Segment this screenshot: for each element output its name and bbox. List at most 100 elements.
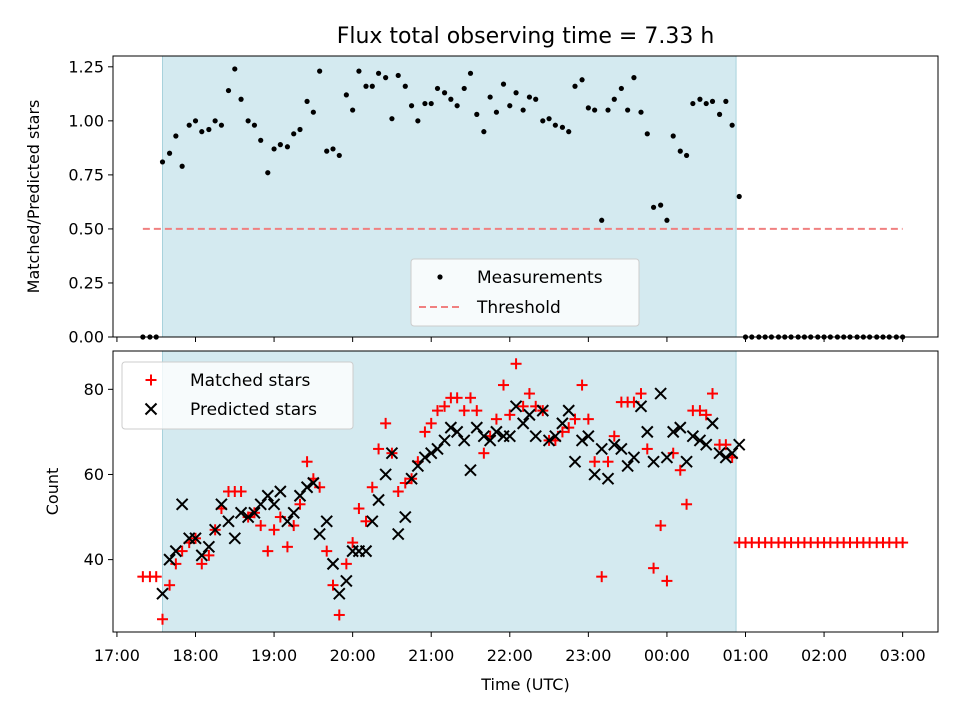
matched-star-point — [150, 571, 162, 583]
predicted-star-point-b — [379, 468, 392, 481]
measurement-point — [251, 122, 258, 128]
matched-star-point — [517, 400, 529, 412]
predicted-star-point — [588, 468, 601, 481]
matched-star-point — [196, 558, 208, 570]
predicted-star-point — [680, 455, 693, 468]
predicted-star-point — [542, 434, 556, 447]
predicted-star-point — [477, 429, 491, 443]
matched-star-point — [333, 609, 345, 621]
measurement-point — [166, 150, 173, 156]
matched-star-point — [314, 481, 326, 493]
predicted-star-point — [601, 472, 615, 485]
predicted-star-point-b — [509, 400, 523, 413]
top-x-axis — [116, 337, 904, 342]
matched-star-point — [667, 447, 679, 459]
measurement-point — [297, 126, 303, 133]
measurement-point — [467, 70, 474, 76]
bottom-y-tick-label: 40 — [84, 550, 104, 569]
predicted-star-point-b — [458, 434, 471, 447]
measurement-point — [487, 94, 493, 100]
measurement-point — [284, 144, 291, 150]
matched-star-point — [366, 481, 378, 493]
predicted-star-point-b — [359, 544, 373, 558]
bottom-x-tick-label: 22:00 — [487, 646, 533, 665]
matched-star-point — [661, 575, 673, 587]
measurement-point — [552, 122, 558, 128]
predicted-star-point — [267, 498, 281, 511]
bottom-plot-area — [137, 358, 909, 625]
top-y-tick-label: 1.00 — [68, 111, 104, 130]
measurement-point — [670, 133, 676, 139]
predicted-star-point-b — [431, 442, 444, 456]
bottom-y-tick-label: 80 — [84, 380, 104, 399]
measurement-point — [507, 103, 513, 109]
measurement-point — [310, 109, 316, 115]
bottom-x-tick-label: 03:00 — [880, 646, 926, 665]
measurement-point — [192, 118, 199, 124]
predicted-star-point — [490, 425, 503, 439]
predicted-star-point-b — [641, 425, 654, 439]
predicted-star-point — [458, 434, 471, 447]
matched-star-point — [569, 413, 581, 425]
measurement-point — [304, 98, 310, 104]
matched-star-point — [268, 524, 280, 536]
legend-predicted-stars-label: Predicted stars — [190, 400, 317, 420]
predicted-star-point — [274, 485, 287, 498]
measurement-point — [179, 163, 185, 169]
predicted-star-point — [503, 429, 516, 443]
legend-matched-stars-label: Matched stars — [190, 371, 310, 391]
predicted-star-point-b — [366, 515, 379, 528]
predicted-star-point-b — [601, 472, 615, 485]
predicted-star-point — [719, 451, 733, 464]
bottom-legend: Matched stars Predicted stars — [121, 361, 354, 430]
measurement-point — [317, 68, 323, 74]
measurement-point — [206, 126, 212, 133]
matched-star-point — [490, 413, 502, 425]
measurement-point — [225, 87, 232, 94]
predicted-star-point-b — [175, 498, 189, 511]
measurement-point — [434, 85, 441, 92]
measurement-point — [461, 85, 467, 92]
predicted-star-point-b — [222, 515, 235, 528]
predicted-star-point — [627, 451, 641, 464]
bottom-y-axis: 40 60 80 — [84, 380, 113, 569]
predicted-star-point — [392, 527, 405, 541]
predicted-star-point-b — [444, 421, 458, 434]
predicted-star-point-b — [202, 540, 216, 554]
measurement-point — [592, 107, 598, 113]
measurement-point — [173, 133, 179, 139]
matched-star-point — [340, 558, 352, 570]
bottom-x-tick-label: 02:00 — [801, 646, 847, 665]
top-y-axis-label: Matched/Predicted stars — [24, 100, 43, 294]
predicted-star-point-b — [208, 523, 222, 537]
matched-star-point — [510, 358, 522, 370]
predicted-star-point-b — [529, 429, 542, 443]
predicted-star-point — [582, 429, 595, 443]
predicted-star-point-b — [411, 459, 425, 473]
predicted-star-point-b — [425, 446, 438, 460]
measurement-point — [650, 204, 657, 210]
measurement-point — [690, 100, 696, 107]
measurement-point — [500, 81, 507, 87]
measurement-point — [402, 83, 408, 89]
matched-star-point — [373, 443, 385, 455]
bottom-x-tick-label: 17:00 — [94, 646, 140, 665]
matched-star-point — [478, 447, 490, 459]
top-y-tick-label: 1.25 — [68, 57, 104, 76]
matched-star-point — [720, 439, 732, 451]
measurement-point — [454, 103, 460, 109]
top-y-tick-label: 0.50 — [68, 219, 104, 238]
predicted-star-point-b — [241, 510, 255, 524]
matched-star-point — [164, 579, 176, 591]
predicted-star-point — [693, 434, 707, 447]
measurement-point — [159, 159, 166, 165]
measurement-point — [481, 129, 487, 135]
measurement-point — [238, 96, 244, 102]
measurement-point — [638, 109, 644, 115]
predicted-star-point — [464, 464, 477, 477]
measurement-point — [644, 131, 650, 137]
predicted-star-point-b — [588, 468, 601, 481]
predicted-star-point-b — [385, 446, 399, 460]
predicted-star-point — [208, 523, 222, 537]
